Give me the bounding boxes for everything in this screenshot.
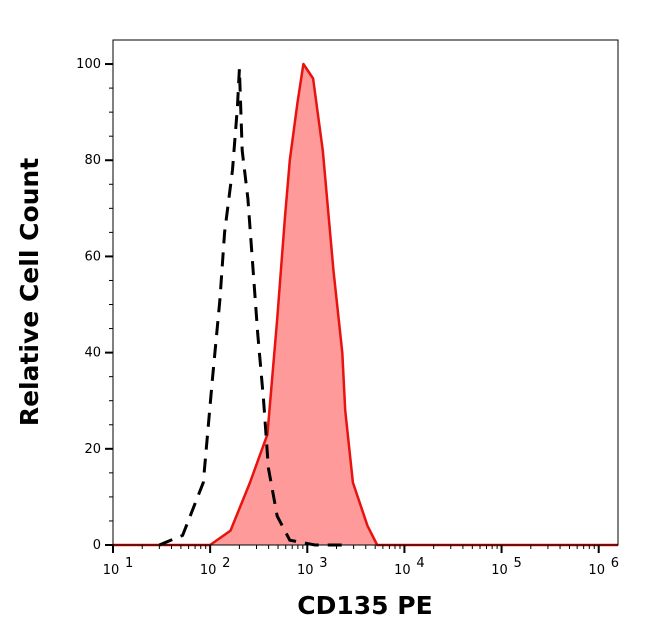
x-tick-label: 10 [103, 563, 120, 578]
x-tick-exponent: 6 [611, 556, 619, 571]
x-tick-label: 10 [394, 563, 411, 578]
series-line-0 [113, 62, 618, 547]
x-tick-label: 10 [200, 563, 217, 578]
y-tick-label: 80 [84, 153, 101, 168]
y-axis-title: Relative Cell Count [15, 158, 44, 426]
axes-layer: 0 20 40 60 80 100 10 1 10 2 10 3 10 4 10 5 10 6 [76, 57, 619, 578]
series-line-1 [158, 68, 346, 547]
y-tick-label: 0 [93, 538, 101, 553]
x-tick-exponent: 3 [319, 556, 327, 571]
x-tick-exponent: 5 [514, 556, 522, 571]
x-tick-label: 10 [297, 563, 314, 578]
x-tick-exponent: 1 [125, 556, 133, 571]
plot-frame [112, 39, 619, 546]
x-tick-label: 10 [491, 563, 508, 578]
x-axis-title: CD135 PE [297, 591, 432, 620]
y-tick-label: 100 [76, 57, 101, 72]
y-tick-label: 60 [84, 249, 101, 264]
x-tick-exponent: 4 [416, 556, 424, 571]
x-tick-label: 10 [588, 563, 605, 578]
x-tick-exponent: 2 [222, 556, 230, 571]
y-tick-label: 40 [84, 346, 101, 361]
y-tick-label: 20 [84, 442, 101, 457]
series-fill-0 [113, 64, 618, 545]
series-layer [113, 62, 618, 547]
